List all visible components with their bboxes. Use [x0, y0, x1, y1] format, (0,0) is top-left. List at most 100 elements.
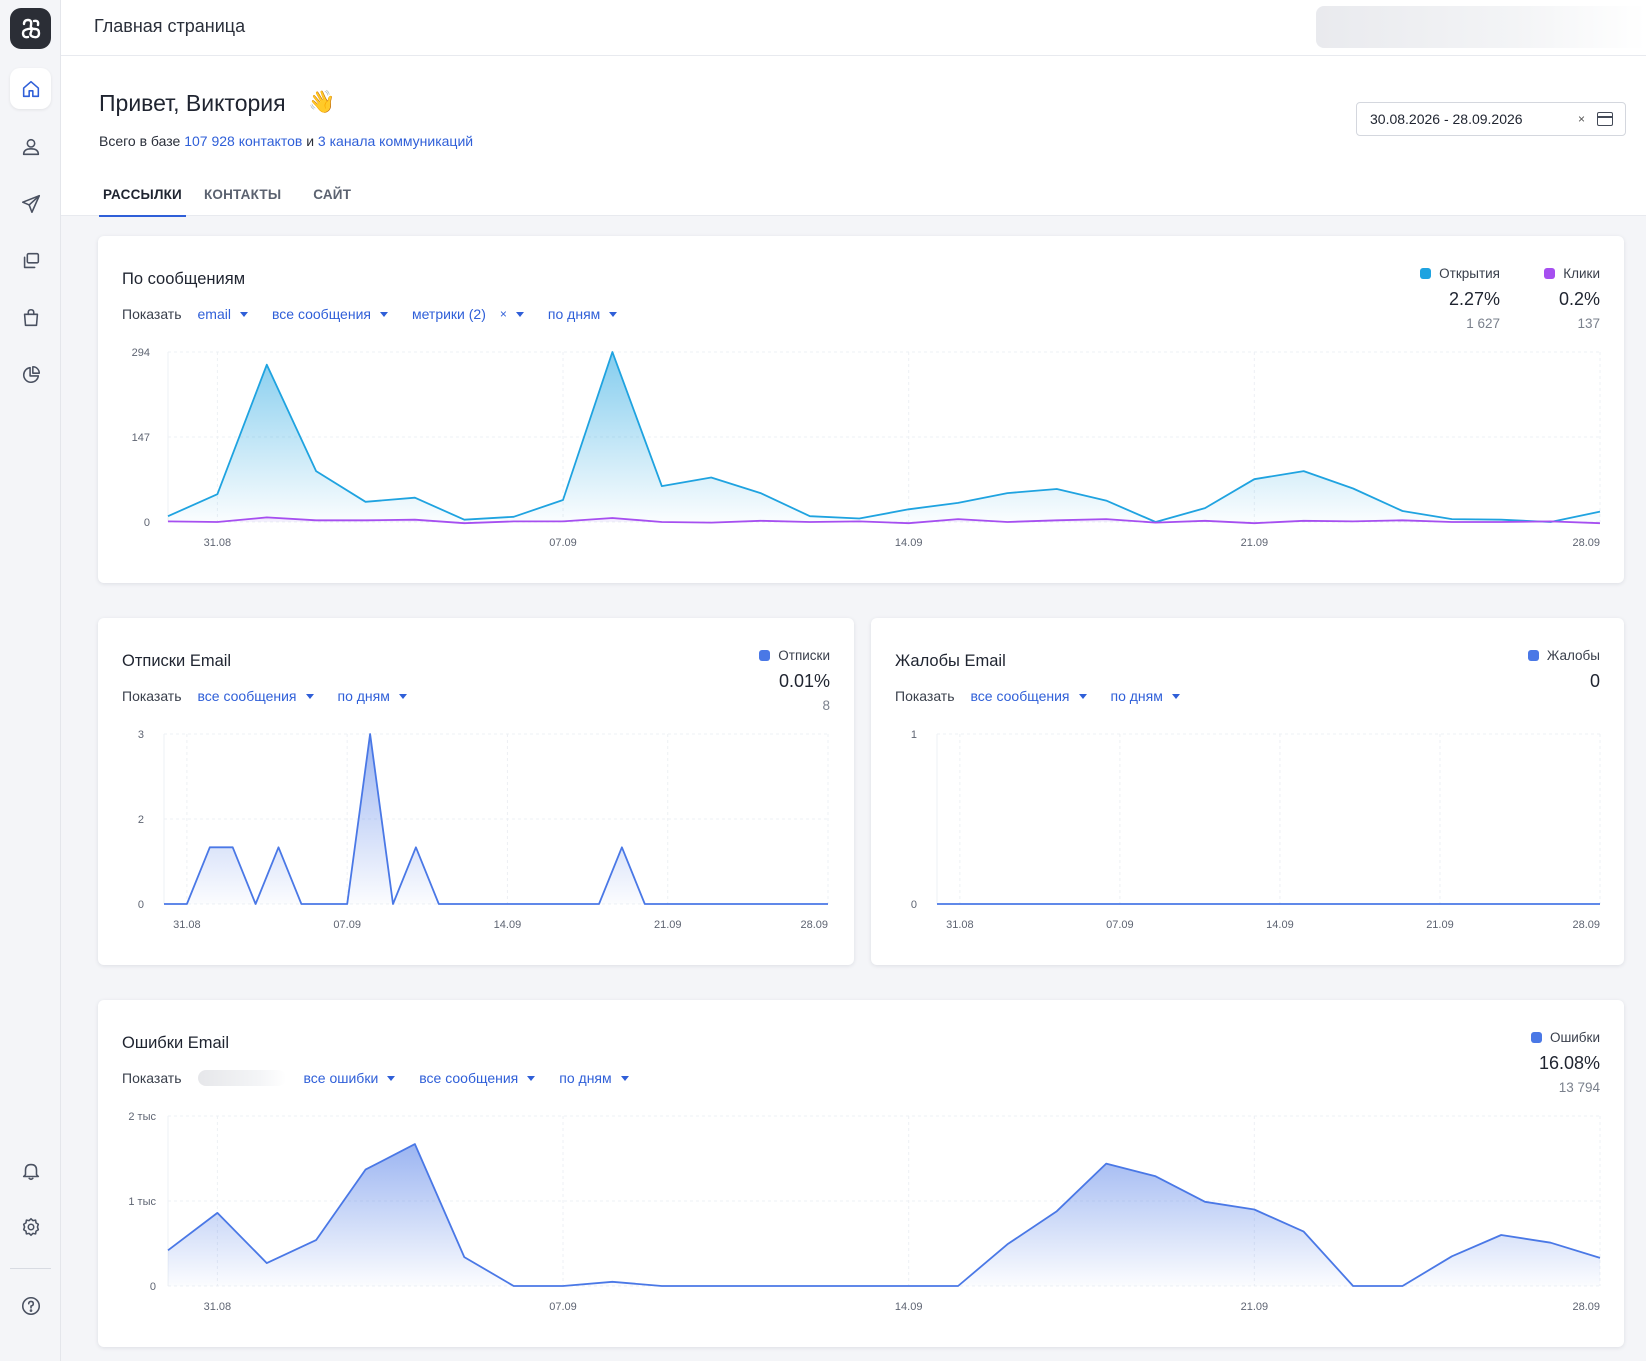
nav-campaigns[interactable]	[10, 183, 51, 224]
bell-icon	[22, 1163, 39, 1180]
tab-site[interactable]: САЙТ	[313, 187, 352, 202]
nav-settings[interactable]	[10, 1206, 51, 1247]
error-type-filter[interactable]: все ошибки	[304, 1070, 396, 1086]
legend-count: 1 627	[1466, 316, 1500, 331]
greeting: Привет, Виктория	[99, 90, 286, 116]
summary-text: Всего в базе 107 928 контактов и 3 канал…	[99, 133, 473, 149]
filter-label: метрики (2)	[411, 306, 486, 322]
nav-templates[interactable]	[10, 240, 51, 281]
period-filter[interactable]: по дням	[338, 688, 407, 704]
messages-filter[interactable]: все сообщения	[272, 306, 388, 322]
chevron-down-icon	[239, 311, 248, 317]
filters: Показать все сообщения по дням	[122, 688, 431, 704]
messages-filter[interactable]: все сообщения	[971, 688, 1087, 704]
filter-label: все ошибки	[303, 1070, 379, 1086]
tab-mailings[interactable]: РАССЫЛКИ	[99, 177, 186, 217]
messages-filter[interactable]: все сообщения	[419, 1070, 536, 1086]
y-tick-label: 0	[144, 517, 150, 529]
y-tick-label: 1	[911, 729, 917, 741]
chevron-down-icon	[620, 1075, 629, 1081]
show-label: Показать	[122, 688, 182, 704]
metrics-filter[interactable]: метрики (2) ×	[412, 306, 524, 322]
x-tick-label: 07.09	[333, 919, 361, 931]
x-tick-label: 31.08	[204, 1301, 232, 1313]
x-tick-label: 28.09	[800, 919, 828, 931]
send-icon	[21, 194, 40, 213]
nav-notifications[interactable]	[10, 1150, 51, 1191]
nav-shop[interactable]	[10, 297, 51, 338]
app-logo[interactable]	[10, 8, 51, 49]
legend-complaints: Жалобы 0	[1527, 648, 1600, 692]
legend-swatch	[1530, 1032, 1542, 1043]
date-range-picker[interactable]: 30.08.2026 - 28.09.2026 ×	[1356, 102, 1626, 136]
legend-label: Клики	[1563, 266, 1600, 281]
calendar-icon[interactable]	[1597, 112, 1613, 126]
filter-label: все сообщения	[419, 1070, 519, 1086]
tab-contacts[interactable]: КОНТАКТЫ	[203, 187, 282, 202]
legend-unsubscribes: Отписки 0.01% 8	[759, 648, 830, 713]
y-tick-label: 2	[138, 814, 144, 826]
date-clear-button[interactable]: ×	[1577, 112, 1585, 126]
nav-home[interactable]	[10, 68, 51, 109]
legend-swatch	[1544, 268, 1556, 279]
legend-opens: Открытия 2.27% 1 627	[1420, 266, 1500, 331]
y-tick-label: 0	[911, 899, 917, 911]
period-filter[interactable]: по дням	[1111, 688, 1180, 704]
wave-emoji: 👋	[308, 89, 336, 114]
metrics-clear-icon[interactable]: ×	[499, 307, 507, 321]
copy-icon	[23, 252, 39, 268]
legend-percent: 2.27%	[1448, 289, 1500, 309]
x-tick-label: 28.09	[1572, 537, 1600, 549]
legend-swatch	[759, 650, 771, 661]
topbar-account-area[interactable]	[1316, 6, 1646, 48]
channel-filter[interactable]: email	[198, 306, 248, 322]
legend-count: 8	[822, 698, 830, 713]
card-title: Отписки Email	[122, 652, 232, 670]
nav-contacts[interactable]	[10, 126, 51, 167]
topbar: Главная страница	[61, 0, 1646, 56]
x-tick-label: 14.09	[494, 919, 522, 931]
series-line-1[interactable]	[167, 351, 1601, 523]
legend-label: Открытия	[1439, 266, 1500, 281]
y-tick-label: 294	[132, 347, 150, 359]
channel-filter-placeholder[interactable]	[197, 1070, 286, 1086]
complaints-chart: 0 1 31.08 07.09 14.09 21.09 28.09	[911, 729, 1601, 931]
x-tick-label: 28.09	[1572, 919, 1600, 931]
channels-link[interactable]: 3 канала коммуникаций	[317, 133, 474, 149]
x-tick-label: 31.08	[946, 919, 974, 931]
legend-percent: 16.08%	[1538, 1053, 1600, 1073]
filters: Показать email все сообщения метрики (2)…	[122, 306, 641, 322]
series-line-1[interactable]	[167, 1143, 1601, 1287]
series-area-1	[164, 734, 828, 904]
sidebar	[0, 0, 61, 1361]
legend-label: Отписки	[778, 648, 830, 663]
period-filter[interactable]: по дням	[548, 306, 618, 322]
x-tick-label: 21.09	[1426, 919, 1454, 931]
nav-help[interactable]	[10, 1285, 51, 1326]
messages-chart: 0 147 294 31.08 07.09 14.09 21.09 28.09	[132, 347, 1601, 549]
series-area-1	[168, 1144, 1600, 1286]
x-tick-label: 21.09	[1241, 1301, 1269, 1313]
legend-label: Ошибки	[1549, 1030, 1600, 1045]
summary-middle: и	[302, 133, 318, 149]
series-line-2[interactable]	[167, 516, 1601, 525]
x-tick-label: 21.09	[654, 919, 682, 931]
chevron-down-icon	[379, 311, 388, 317]
filter-label: email	[197, 306, 231, 322]
chevron-down-icon	[515, 311, 524, 317]
contacts-link[interactable]: 107 928 контактов	[184, 133, 303, 149]
nav-analytics[interactable]	[10, 354, 51, 395]
card-title: Ошибки Email	[122, 1034, 230, 1052]
x-tick-label: 14.09	[895, 537, 923, 549]
legend-swatch	[1527, 650, 1539, 661]
series-line-1[interactable]	[164, 733, 828, 905]
y-tick-label: 0	[138, 899, 144, 911]
filters: Показать все ошибки все сообщения по дня…	[122, 1070, 653, 1086]
page-title: Главная страница	[94, 16, 246, 36]
period-filter[interactable]: по дням	[559, 1070, 629, 1086]
errors-chart: 0 1 тыс 2 тыс 31.08 07.09 14.09 21.09 28.09	[128, 1111, 1601, 1313]
x-tick-label: 07.09	[549, 537, 577, 549]
messages-filter[interactable]: все сообщения	[198, 688, 314, 704]
logo-icon	[21, 18, 40, 38]
card-title: По сообщениям	[122, 270, 246, 288]
